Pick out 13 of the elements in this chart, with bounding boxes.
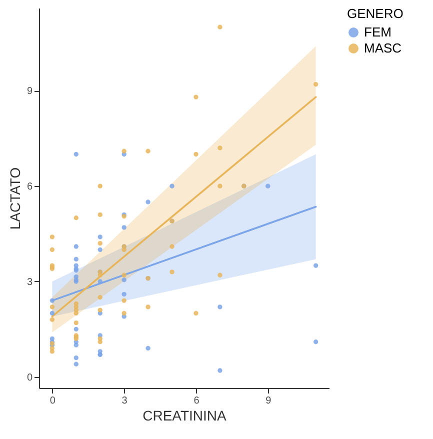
x-tick-label: 0 <box>50 396 56 406</box>
y-tick-label: 6 <box>26 182 33 193</box>
x-axis-title: CREATININA <box>142 408 228 424</box>
x-tick-label: 6 <box>194 396 200 406</box>
x-tick-label: 9 <box>266 396 272 406</box>
y-axis-title: LACTATO <box>6 167 23 230</box>
legend-title: GENERO <box>347 6 404 21</box>
legend-label: MASC <box>364 40 402 56</box>
y-tick-label: 3 <box>26 276 33 288</box>
legend-label: FEM <box>364 24 392 40</box>
x-tick-label: 3 <box>122 396 128 406</box>
y-tick-label: 9 <box>26 86 33 98</box>
y-tick-label: 0 <box>26 372 33 384</box>
